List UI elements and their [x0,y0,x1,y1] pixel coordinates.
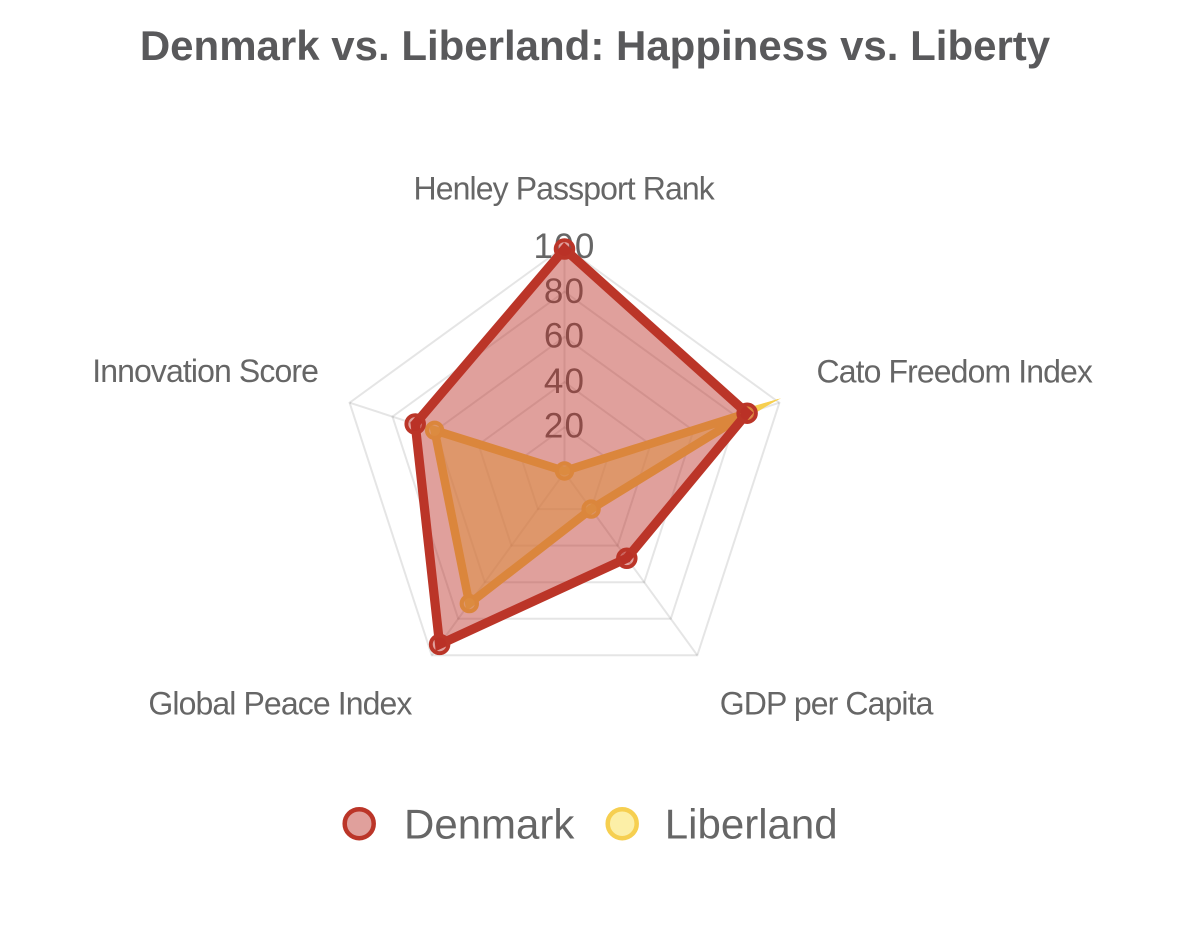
svg-text:40: 40 [544,362,585,401]
svg-text:Henley Passport Rank: Henley Passport Rank [414,170,716,206]
svg-text:Denmark: Denmark [404,801,575,848]
svg-text:Liberland: Liberland [665,801,838,848]
svg-text:20: 20 [544,407,585,446]
svg-text:Cato Freedom Index: Cato Freedom Index [817,353,1093,389]
svg-text:Denmark vs. Liberland: Happine: Denmark vs. Liberland: Happiness vs. Lib… [140,22,1051,69]
svg-text:60: 60 [544,317,585,356]
svg-text:Innovation Score: Innovation Score [92,353,318,389]
svg-text:Global Peace Index: Global Peace Index [148,685,412,721]
svg-text:80: 80 [544,272,585,311]
svg-text:GDP per Capita: GDP per Capita [720,685,934,721]
